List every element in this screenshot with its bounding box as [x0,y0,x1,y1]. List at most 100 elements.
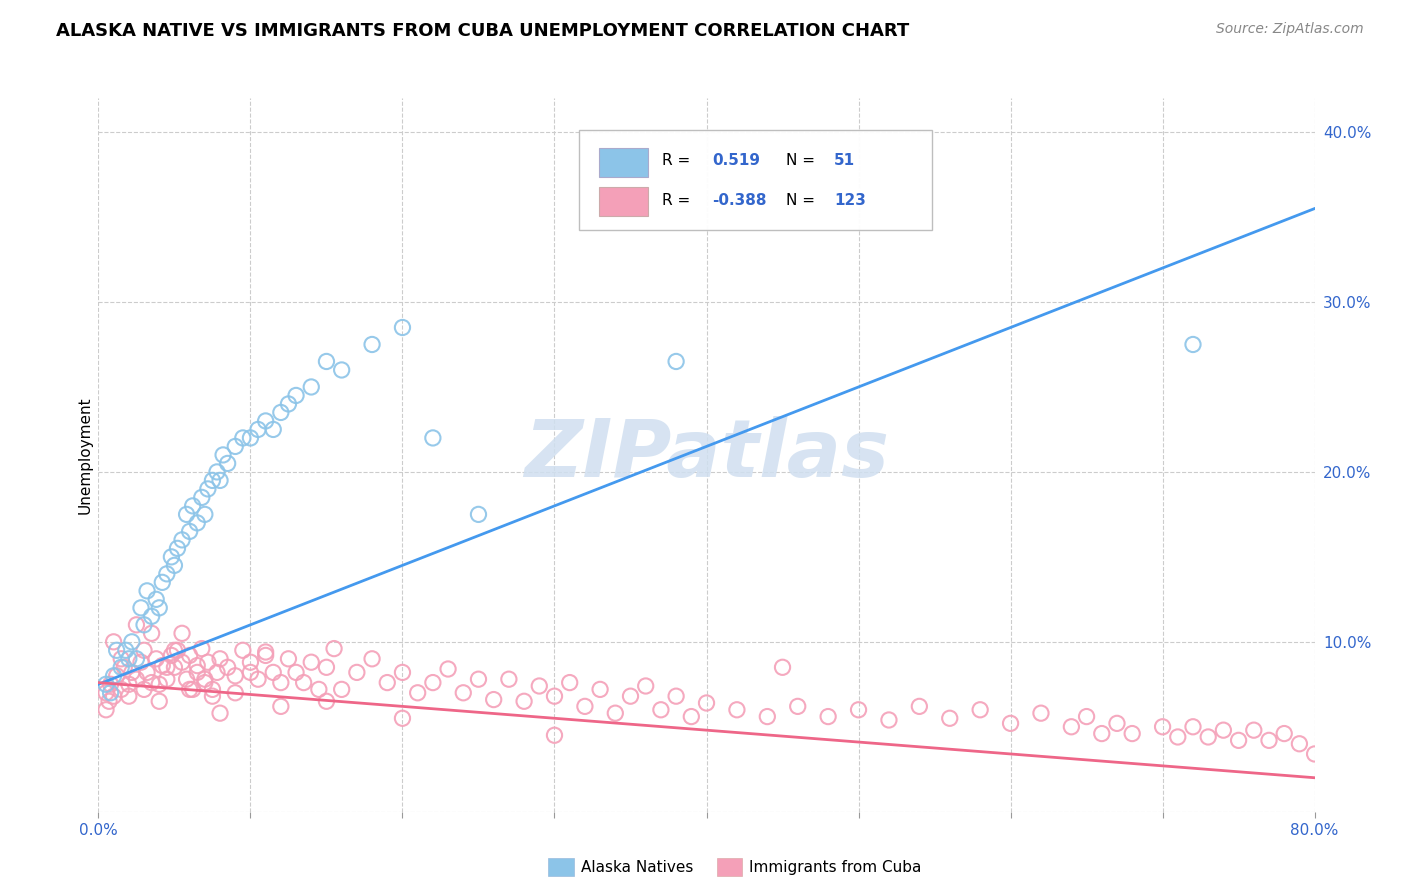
Point [194,672,217,686]
Point [148,694,170,708]
Point [650,703,672,717]
Point [1227,733,1250,747]
Point [129,600,152,615]
Point [330,363,353,377]
Text: 123: 123 [834,193,866,208]
Point [176,672,198,686]
Point [323,641,346,656]
Point [163,643,186,657]
Point [543,728,565,742]
Point [908,699,931,714]
Point [145,652,167,666]
Point [186,665,208,680]
Point [262,665,284,680]
Point [194,675,217,690]
Point [125,672,148,686]
Point [197,482,219,496]
Point [125,617,148,632]
Point [179,648,201,663]
Point [681,709,703,723]
Text: ALASKA NATIVE VS IMMIGRANTS FROM CUBA UNEMPLOYMENT CORRELATION CHART: ALASKA NATIVE VS IMMIGRANTS FROM CUBA UN… [56,22,910,40]
Point [1152,720,1174,734]
Point [145,592,167,607]
Point [696,696,718,710]
Text: 0.519: 0.519 [713,153,761,169]
Point [163,660,186,674]
Point [94,677,117,691]
Point [1272,726,1295,740]
Point [105,669,128,683]
Point [285,388,308,402]
Point [498,672,520,686]
Point [605,706,627,721]
Point [186,658,208,673]
Point [179,524,201,539]
Point [209,652,232,666]
Point [212,448,235,462]
Point [239,431,262,445]
Point [1197,730,1219,744]
Point [197,655,219,669]
Point [141,626,163,640]
Point [315,694,337,708]
Point [205,665,228,680]
Point [247,672,270,686]
Point [725,703,748,717]
Text: R =: R = [661,193,690,208]
Point [254,645,277,659]
Point [772,660,794,674]
Point [1000,716,1022,731]
Point [1105,716,1128,731]
Point [939,711,962,725]
Point [160,549,183,564]
Point [453,686,475,700]
FancyBboxPatch shape [599,148,648,177]
Point [270,699,292,714]
Point [121,635,143,649]
Text: 51: 51 [834,153,855,169]
Point [105,643,128,657]
Text: N =: N = [786,193,814,208]
Point [262,422,284,436]
Point [205,465,228,479]
Point [406,686,429,700]
Point [270,675,292,690]
Point [786,699,808,714]
Point [156,672,179,686]
Point [103,635,125,649]
Text: Immigrants from Cuba: Immigrants from Cuba [749,860,922,874]
Point [1029,706,1052,721]
Point [118,677,141,691]
Point [118,652,141,666]
Point [543,689,565,703]
Point [848,703,870,717]
Point [254,648,277,663]
Point [247,422,270,436]
Point [132,643,155,657]
Text: Source: ZipAtlas.com: Source: ZipAtlas.com [1216,22,1364,37]
Point [148,600,170,615]
Point [118,689,141,703]
Point [1167,730,1189,744]
Point [186,516,208,530]
Point [129,655,152,669]
Point [589,682,612,697]
Point [315,354,337,368]
Text: Alaska Natives: Alaska Natives [581,860,693,874]
Point [422,431,444,445]
Point [170,626,193,640]
Point [529,679,551,693]
Point [969,703,991,717]
Point [422,675,444,690]
Point [299,655,322,669]
Point [1258,733,1281,747]
Point [201,682,224,697]
Point [156,566,179,581]
Point [148,677,170,691]
Point [224,686,246,700]
Point [1076,709,1098,723]
Y-axis label: Unemployment: Unemployment [77,396,93,514]
Point [150,575,173,590]
Point [361,337,384,351]
Point [166,643,188,657]
